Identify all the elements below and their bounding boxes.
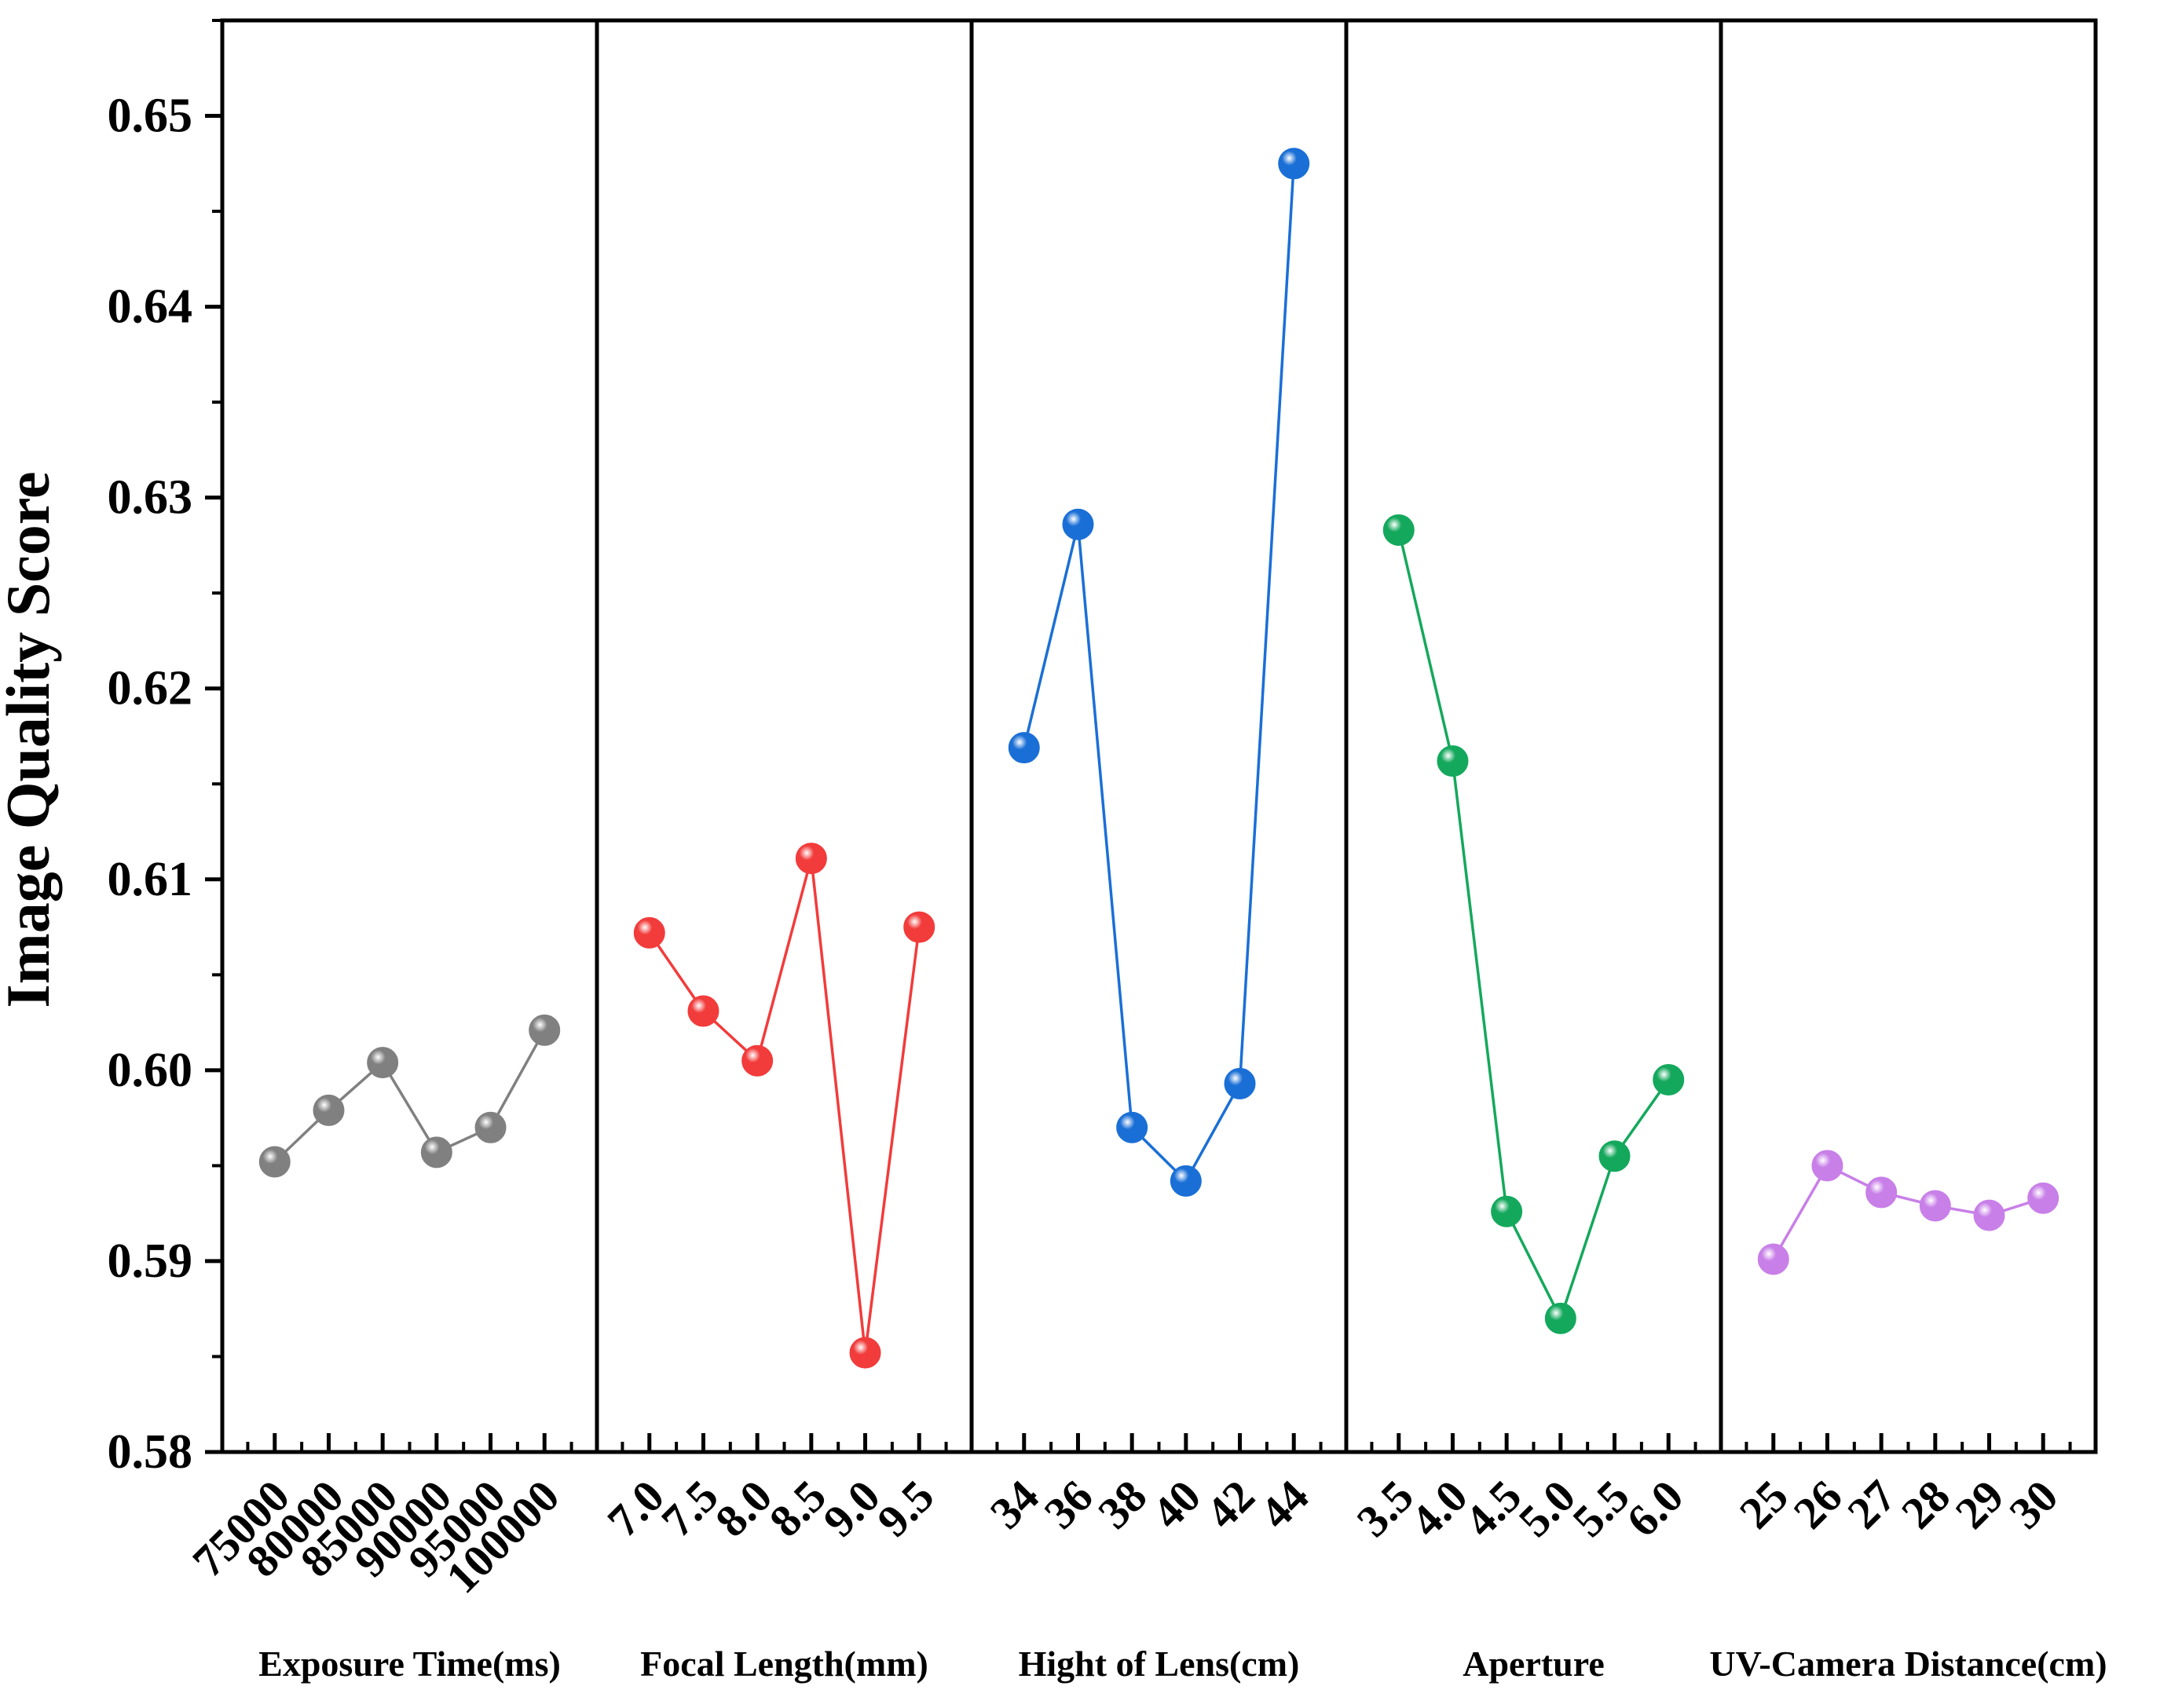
data-point [633, 916, 665, 949]
data-point [1278, 148, 1310, 180]
data-point [1116, 1111, 1148, 1143]
x-tick-label: 6.0 [1616, 1470, 1693, 1546]
data-point [1062, 508, 1094, 540]
data-point [795, 843, 827, 875]
data-point [849, 1337, 881, 1369]
data-point [741, 1044, 774, 1077]
data-point [2027, 1182, 2059, 1214]
data-point [474, 1111, 507, 1143]
series-line [1397, 529, 1670, 1322]
y-axis-label: Image Quality Score [0, 471, 62, 1008]
data-point [1491, 1195, 1523, 1227]
data-point [1757, 1243, 1789, 1275]
y-tick-label: 0.63 [108, 471, 193, 525]
series-line [648, 858, 921, 1353]
series-line [1023, 163, 1295, 1183]
data-point [367, 1047, 399, 1079]
data-point [1973, 1199, 2005, 1231]
panel-axis-title: UV-Camera Distance(cm) [1709, 1644, 2107, 1684]
y-tick-label: 0.64 [108, 280, 193, 334]
data-point [1437, 745, 1469, 777]
data-point [313, 1094, 345, 1126]
panel-axis-title: Exposure Time(ms) [258, 1644, 561, 1684]
series-line [273, 1029, 546, 1163]
data-point [1598, 1140, 1631, 1172]
y-tick-label: 0.65 [108, 90, 193, 143]
data-point [420, 1136, 452, 1169]
data-point [1811, 1150, 1843, 1182]
y-tick-label: 0.61 [108, 853, 193, 906]
data-point [258, 1146, 291, 1178]
panel-axis-title: Aperture [1463, 1644, 1605, 1684]
panel-axis-title: Hight of Lens(cm) [1019, 1644, 1300, 1684]
y-tick-label: 0.60 [108, 1044, 193, 1097]
data-point [903, 911, 935, 943]
data-point [1224, 1067, 1256, 1099]
y-tick-label: 0.58 [108, 1425, 193, 1479]
plot-frame [220, 18, 2098, 1454]
data-point [1865, 1176, 1898, 1209]
data-point [1653, 1064, 1685, 1096]
data-point [529, 1014, 561, 1046]
data-point [1170, 1165, 1202, 1197]
data-point [687, 995, 719, 1027]
x-tick-label: 30 [1999, 1470, 2067, 1538]
data-point [1382, 514, 1415, 546]
x-tick-label: 9.5 [867, 1470, 943, 1546]
y-tick-label: 0.59 [108, 1234, 193, 1288]
data-point [1919, 1190, 1951, 1222]
data-point [1008, 732, 1040, 764]
panel-axis-title: Focal Length(mm) [640, 1644, 928, 1684]
x-tick-label: 44 [1250, 1470, 1318, 1538]
data-point [1544, 1302, 1576, 1334]
y-tick-label: 0.62 [108, 662, 193, 715]
